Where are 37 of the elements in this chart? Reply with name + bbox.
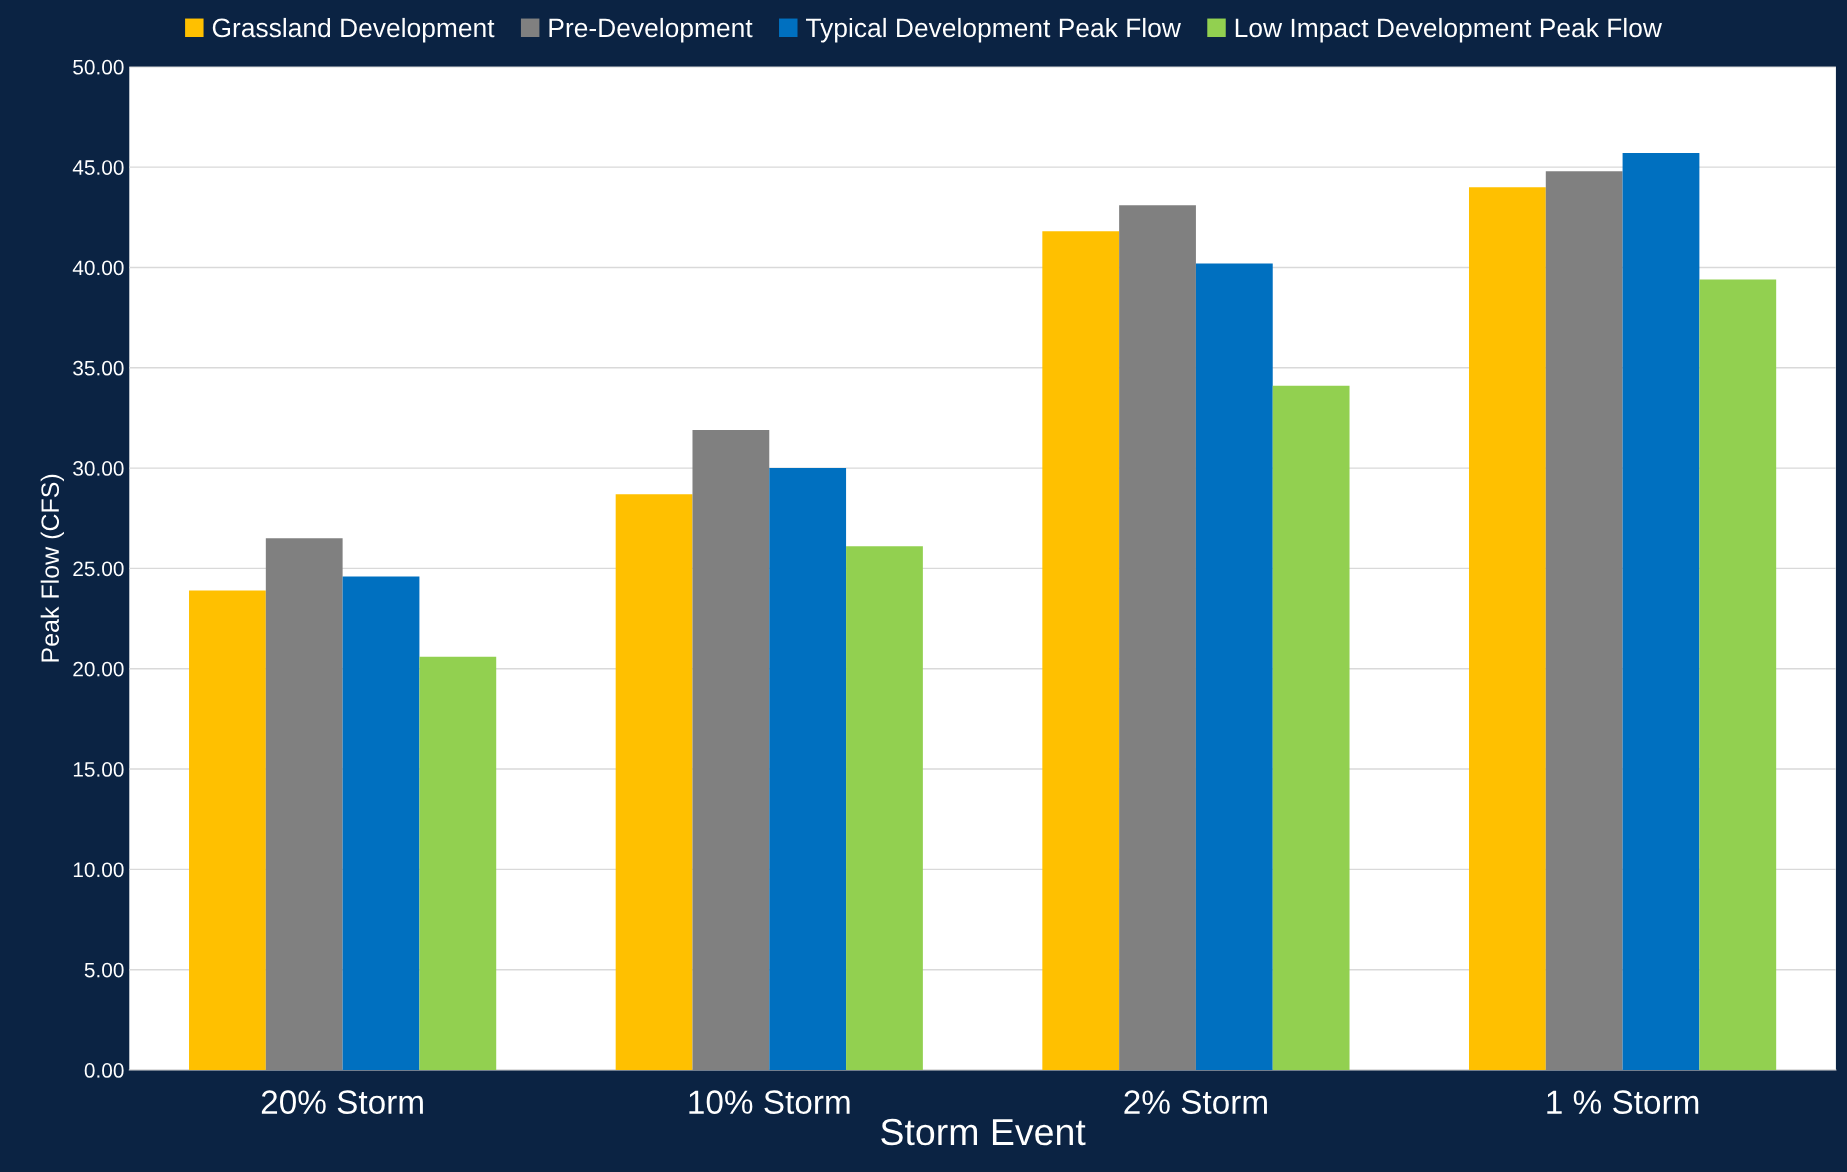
x-tick-label: 10% Storm xyxy=(689,1090,850,1114)
x-axis-title: Storm Event xyxy=(881,1118,1086,1146)
legend-label: Typical Development Peak Flow xyxy=(806,17,1181,43)
bar xyxy=(1272,385,1350,1071)
y-axis-title: Peak Flow (CFS) xyxy=(40,474,64,662)
bar xyxy=(1042,231,1120,1071)
bar xyxy=(846,546,923,1071)
bar xyxy=(692,429,770,1071)
x-tick-label: 20% Storm xyxy=(261,1090,423,1114)
bar xyxy=(615,494,693,1071)
y-tick-label: 5.00 xyxy=(84,962,124,978)
y-tick-label: 20.00 xyxy=(73,661,124,677)
y-tick-label: 15.00 xyxy=(73,762,124,777)
bar xyxy=(419,656,497,1071)
bar xyxy=(1545,171,1623,1071)
y-tick-label: 35.00 xyxy=(73,360,124,376)
bar xyxy=(265,538,343,1071)
legend-label: Pre-Development xyxy=(549,17,753,43)
bar xyxy=(1195,263,1273,1071)
y-tick-label: 30.00 xyxy=(73,461,124,476)
y-tick-label: 40.00 xyxy=(72,260,124,276)
y-tick-label: 45.00 xyxy=(72,160,124,175)
x-tick-label: 2% Storm xyxy=(1124,1090,1267,1114)
y-tick-label: 50.00 xyxy=(73,59,124,75)
y-tick-label: 25.00 xyxy=(73,561,124,577)
bar xyxy=(1468,187,1546,1071)
x-tick-label: 1 % Storm xyxy=(1547,1090,1699,1114)
y-tick-label: 10.00 xyxy=(73,862,124,878)
bar xyxy=(769,468,847,1071)
bar xyxy=(342,576,420,1071)
bar xyxy=(1622,153,1700,1071)
bar xyxy=(1699,279,1777,1071)
y-tick-label: 0.00 xyxy=(84,1063,124,1078)
bar xyxy=(189,590,266,1071)
bar xyxy=(1119,205,1196,1071)
legend-label: Grassland Development xyxy=(212,17,495,43)
legend-label: Low Impact Development Peak Flow xyxy=(1235,17,1663,43)
